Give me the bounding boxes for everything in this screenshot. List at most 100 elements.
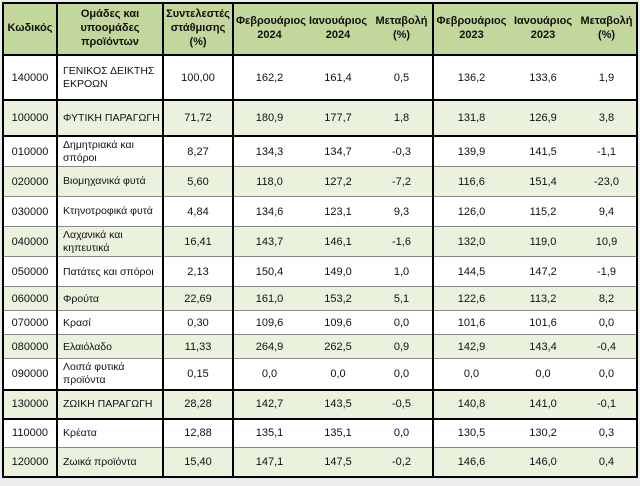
value-cell: 147,5 [324, 455, 352, 468]
value-cell: 134,7 [324, 145, 352, 158]
header-row: Κωδικός Ομάδες και υποομάδες προϊόντων Συν… [3, 3, 637, 56]
code-cell: 090000 [3, 358, 58, 390]
value-cell: 141,0 [529, 398, 557, 411]
value-cell: 142,7 [255, 398, 284, 411]
value-cell: 100,00 [163, 55, 234, 100]
column-header-7: Φεβρουάριος 2023 [433, 3, 509, 56]
table-row: 050000 Πατάτες και σπόροι 2,13 150,4 149,0 1,… [3, 256, 637, 287]
value-cell: 130,5 [457, 427, 486, 440]
value-cell: 0,15 [163, 358, 234, 390]
value-cell: 264,9 [255, 340, 284, 353]
column-header-6: Μεταβολή (%) [371, 3, 434, 56]
value-cell: 135,1 [255, 427, 284, 440]
value-cell: 144,5 [457, 265, 486, 278]
value-cell: 123,1 [324, 205, 352, 218]
value-cell: 8,2 [598, 292, 615, 305]
value-cell: 113,2 [529, 292, 557, 305]
column-header-1: Κωδικός [3, 3, 58, 56]
value-cell: 0,0 [371, 358, 434, 390]
value-cell: 126,9 [529, 112, 557, 124]
value-cell: -7,2 [371, 166, 434, 197]
value-cell: 28,28 [163, 389, 234, 419]
table-row: 120000 Ζωικά προϊόντα 15,40 147,1 147,5 -0,2 1… [3, 447, 637, 477]
value-cell: 262,5 [324, 340, 352, 353]
value-cell: 146,1 [324, 235, 352, 248]
product-name-cell: Ζωικά προϊόντα [57, 447, 164, 477]
value-cell: 150,4 [255, 265, 284, 278]
value-cell: 15,40 [163, 447, 234, 477]
code-cell: 070000 [3, 310, 58, 335]
table-row: 130000 ΖΩΙΚΗ ΠΑΡΑΓΩΓΗ 28,28 142,7 143,5 -0,5 1… [3, 389, 637, 419]
value-cell: 133,6 [529, 71, 557, 84]
value-cell: 153,2 [324, 292, 352, 305]
value-cell: 162,2 [255, 71, 284, 84]
value-cell: -0,2 [371, 447, 434, 477]
table-row: 020000 Βιομηχανικά φυτά 5,60 118,0 127,2 -7,2… [3, 166, 637, 197]
value-cell: -1,9 [597, 265, 616, 278]
product-name-cell: Κρέατα [57, 418, 164, 448]
table-row: 090000 Λοιπά φυτικά προϊόντα 0,15 0,0 0,0 0,0… [3, 358, 637, 390]
value-cell: 109,6 [324, 316, 352, 329]
value-cell: 0,0 [463, 367, 480, 380]
table-row: 070000 Κρασί 0,30 109,6 109,6 0,0 101,6 101,6 0,… [3, 310, 637, 335]
value-cell: 16,41 [163, 226, 234, 257]
column-header-2: Ομάδες και υποομάδες προϊόντων [57, 3, 164, 56]
value-cell: -1,6 [371, 226, 434, 257]
value-cell: 147,2 [529, 265, 557, 278]
code-cell: 080000 [3, 334, 58, 359]
value-cell: 143,7 [255, 235, 284, 248]
price-index-table: Κωδικός Ομάδες και υποομάδες προϊόντων Συν… [2, 2, 638, 478]
value-cell: 3,8 [598, 112, 615, 124]
table-header: Κωδικός Ομάδες και υποομάδες προϊόντων Συν… [3, 3, 637, 56]
value-cell: 143,5 [324, 398, 352, 411]
column-header-4: Φεβρουάριος 2024 [233, 3, 306, 56]
value-cell: 22,69 [163, 286, 234, 311]
value-cell: 147,1 [255, 455, 284, 468]
table-row: 010000 Δημητριακά και σπόροι 8,27 134,3 134,… [3, 136, 637, 167]
value-cell: 146,6 [457, 455, 486, 468]
value-cell: 10,9 [595, 235, 618, 248]
table-row: 030000 Κτηνοτροφικά φυτά 4,84 134,6 123,1 9,3… [3, 196, 637, 227]
product-name-cell: ΦΥΤΙΚΗ ΠΑΡΑΓΩΓΗ [57, 100, 164, 136]
value-cell: 9,3 [371, 196, 434, 227]
value-cell: 141,5 [529, 145, 557, 158]
code-cell: 120000 [3, 447, 58, 477]
value-cell: 140,8 [457, 398, 486, 411]
table-row: 100000 ΦΥΤΙΚΗ ΠΑΡΑΓΩΓΗ 71,72 180,9 177,7 1,8 1… [3, 100, 637, 136]
table-row: 040000 Λαχανικά και κηπευτικά 16,41 143,7 14… [3, 226, 637, 257]
column-header-3: Συντελεστές στάθμισης (%) [163, 3, 234, 56]
value-cell: 0,0 [598, 367, 615, 380]
value-cell: 0,3 [598, 427, 615, 440]
table-row: 060000 Φρούτα 22,69 161,0 153,2 5,1 122,6 113,2… [3, 286, 637, 311]
value-cell: 11,33 [163, 334, 234, 359]
value-cell: 149,0 [324, 265, 352, 278]
value-cell: -0,4 [597, 340, 616, 353]
product-name-cell: ΓΕΝΙΚΟΣ ΔΕΙΚΤΗΣ ΕΚΡΟΩΝ [57, 55, 164, 100]
value-cell: 177,7 [324, 112, 352, 124]
code-cell: 020000 [3, 166, 58, 197]
code-cell: 130000 [3, 389, 58, 419]
value-cell: 0,0 [598, 316, 615, 329]
value-cell: -0,1 [597, 398, 616, 411]
value-cell: 71,72 [163, 100, 234, 136]
value-cell: 127,2 [324, 175, 352, 188]
product-name-cell: Κρασί [57, 310, 164, 335]
table-row: 080000 Ελαιόλαδο 11,33 264,9 262,5 0,9 142,9 14… [3, 334, 637, 359]
value-cell: 0,4 [598, 455, 615, 468]
value-cell: 0,0 [330, 367, 346, 380]
value-cell: 161,0 [255, 292, 284, 305]
value-cell: 130,2 [529, 427, 557, 440]
value-cell: 0,0 [261, 367, 278, 380]
value-cell: 161,4 [324, 71, 352, 84]
column-header-5: Ιανουάριος 2024 [305, 3, 371, 56]
value-cell: 142,9 [457, 340, 486, 353]
value-cell: 0,0 [535, 367, 551, 380]
value-cell: 8,27 [163, 136, 234, 167]
value-cell: 1,9 [598, 71, 615, 84]
product-name-cell: Κτηνοτροφικά φυτά [57, 196, 164, 227]
table-body: 140000 ΓΕΝΙΚΟΣ ΔΕΙΚΤΗΣ ΕΚΡΟΩΝ 100,00 162,2 1… [3, 55, 637, 477]
value-cell: 135,1 [324, 427, 352, 440]
code-cell: 100000 [3, 100, 58, 136]
value-cell: 143,4 [529, 340, 557, 353]
